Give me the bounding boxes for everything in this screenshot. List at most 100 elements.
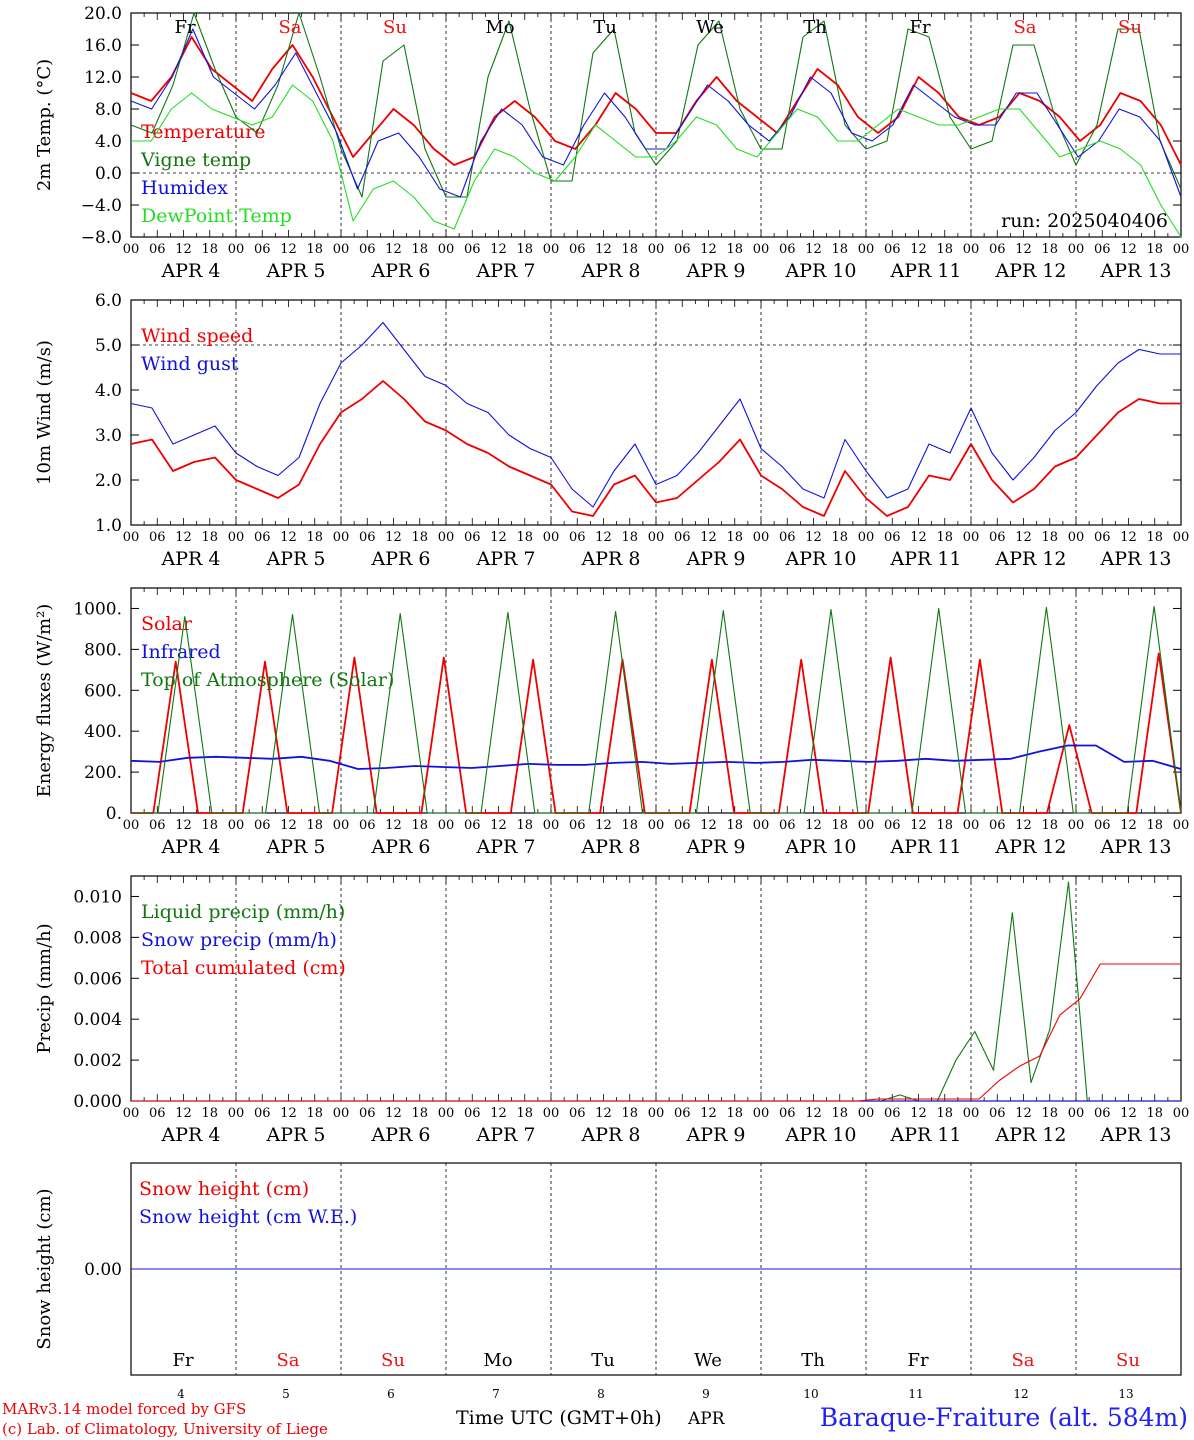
date-label: APR 11 — [889, 260, 961, 282]
hour-tick-label: 06 — [779, 530, 796, 545]
hour-tick-label: 18 — [831, 1106, 848, 1121]
date-label: APR 7 — [476, 260, 536, 282]
hour-tick-label: 06 — [464, 242, 481, 257]
hour-tick-label: 12 — [385, 242, 402, 257]
hour-tick-label: 06 — [569, 530, 586, 545]
date-label: APR 12 — [994, 548, 1066, 570]
hour-tick-label: 18 — [936, 818, 953, 833]
hour-tick-label: 18 — [831, 818, 848, 833]
weekday-label: Su — [1118, 17, 1142, 38]
hour-tick-label: 00 — [963, 530, 980, 545]
hour-tick-label: 06 — [884, 1106, 901, 1121]
hour-tick-label: 12 — [910, 818, 927, 833]
day-number-label: 10 — [803, 1387, 818, 1401]
y-tick-label: 2.0 — [95, 471, 122, 491]
series-line — [130, 321, 1181, 508]
hour-tick-label: 06 — [884, 242, 901, 257]
y-tick-label: 0.010 — [73, 887, 122, 907]
hour-tick-label: 18 — [201, 242, 218, 257]
hour-tick-label: 06 — [1094, 530, 1111, 545]
weekday-label-bottom: Fr — [907, 1350, 928, 1371]
weekday-label-bottom: Su — [381, 1350, 405, 1371]
date-label: APR 8 — [581, 260, 641, 282]
hour-tick-label: 00 — [228, 242, 245, 257]
weekday-label: Sa — [278, 17, 301, 38]
date-label: APR 13 — [1099, 836, 1171, 858]
hour-tick-label: 12 — [1120, 1106, 1137, 1121]
weekday-label: Sa — [1013, 17, 1036, 38]
day-number-label: 11 — [908, 1387, 923, 1401]
station-title: Baraque-Fraiture (alt. 584m) — [820, 1403, 1188, 1432]
day-number-label: 13 — [1118, 1387, 1133, 1401]
date-label: APR 6 — [371, 1124, 431, 1146]
hour-tick-label: 18 — [621, 818, 638, 833]
weekday-label-bottom: We — [694, 1350, 722, 1371]
legend-entry: Wind gust — [141, 353, 239, 375]
hour-tick-label: 00 — [333, 242, 350, 257]
hour-tick-label: 00 — [1068, 242, 1085, 257]
y-axis-label: Energy fluxes (W/m²) — [34, 604, 55, 798]
hour-tick-label: 00 — [963, 1106, 980, 1121]
hour-tick-label: 00 — [123, 1106, 140, 1121]
series-line — [131, 84, 1182, 238]
hour-tick-label: 12 — [1120, 242, 1137, 257]
hour-tick-label: 06 — [884, 530, 901, 545]
hour-tick-label: 00 — [123, 530, 140, 545]
hour-tick-label: 06 — [569, 242, 586, 257]
hour-tick-label: 06 — [254, 1106, 271, 1121]
weekday-label: Fr — [174, 17, 195, 38]
y-tick-label: 0.004 — [73, 1010, 122, 1030]
hour-tick-label: 00 — [858, 1106, 875, 1121]
series-line — [131, 963, 1181, 1102]
hour-tick-label: 12 — [1015, 530, 1032, 545]
date-label: APR 5 — [266, 260, 326, 282]
date-label: APR 5 — [266, 548, 326, 570]
date-label: APR 13 — [1099, 548, 1171, 570]
hour-tick-label: 00 — [123, 242, 140, 257]
hour-tick-label: 18 — [726, 530, 743, 545]
hour-tick-label: 00 — [333, 818, 350, 833]
day-number-label: 7 — [492, 1387, 500, 1401]
hour-tick-label: 00 — [228, 1106, 245, 1121]
hour-tick-label: 06 — [779, 1106, 796, 1121]
hour-tick-label: 18 — [936, 242, 953, 257]
hour-tick-label: 18 — [306, 242, 323, 257]
date-label: APR 9 — [686, 1124, 746, 1146]
y-tick-label: 1000. — [73, 599, 122, 619]
hour-tick-label: 12 — [385, 530, 402, 545]
date-label: APR 6 — [371, 548, 431, 570]
hour-tick-label: 06 — [254, 530, 271, 545]
hour-tick-label: 12 — [1120, 530, 1137, 545]
date-label: APR 12 — [994, 836, 1066, 858]
legend-entry: Solar — [141, 613, 193, 635]
hour-tick-label: 18 — [621, 1106, 638, 1121]
legend-entry: Top of Atmosphere (Solar) — [141, 669, 394, 691]
hour-tick-label: 12 — [700, 1106, 717, 1121]
date-label: APR 10 — [784, 260, 856, 282]
hour-tick-label: 12 — [280, 818, 297, 833]
hour-tick-label: 06 — [989, 242, 1006, 257]
y-tick-label: 800. — [84, 640, 122, 660]
hour-tick-label: 00 — [753, 530, 770, 545]
weekday-label-bottom: Sa — [1011, 1350, 1034, 1371]
hour-tick-label: 18 — [516, 1106, 533, 1121]
y-tick-label: 4.0 — [95, 132, 122, 152]
hour-tick-label: 06 — [149, 242, 166, 257]
plot-frame — [130, 12, 1182, 238]
hour-tick-label: 12 — [490, 1106, 507, 1121]
weekday-label: Tu — [593, 17, 617, 38]
hour-tick-label: 12 — [805, 1106, 822, 1121]
date-label: APR 12 — [994, 260, 1066, 282]
hour-tick-label: 18 — [1146, 818, 1163, 833]
weekday-label: Mo — [485, 17, 514, 38]
hour-tick-label: 12 — [175, 530, 192, 545]
date-label: APR 9 — [686, 548, 746, 570]
date-label: APR 7 — [476, 548, 536, 570]
hour-tick-label: 06 — [989, 530, 1006, 545]
hour-tick-label: 12 — [280, 242, 297, 257]
panel-5: 0.00 Snow height (cm) Snow height (cm) Snow… — [34, 1162, 1182, 1376]
hour-tick-label: 12 — [595, 1106, 612, 1121]
footer-time-label: Time UTC (GMT+0h) — [456, 1407, 662, 1429]
y-tick-label: 400. — [84, 722, 122, 742]
